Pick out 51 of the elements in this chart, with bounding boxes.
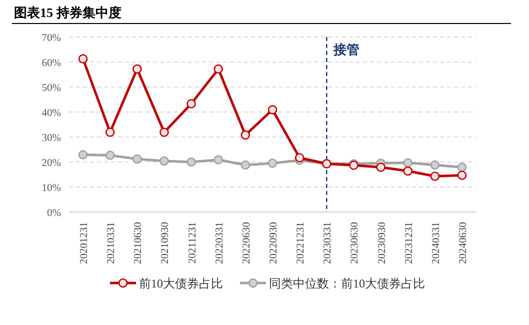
x-tick-label: 20230930	[376, 222, 388, 264]
point	[160, 128, 169, 137]
y-tick-label: 70%	[42, 33, 62, 44]
y-tick-label: 60%	[42, 58, 62, 69]
x-tick-label: 20220331	[214, 222, 226, 264]
point	[186, 99, 196, 108]
x-tick-label: 20240630	[458, 222, 469, 264]
x-tick-label: 20220930	[268, 222, 280, 264]
point	[214, 64, 224, 74]
legend-label: 同类中位数：前10大债券占比	[269, 276, 425, 290]
point	[240, 160, 250, 170]
legend-label: 前10大债券占比	[139, 276, 223, 290]
x-tick-label: 20231231	[404, 222, 415, 264]
point	[268, 158, 278, 168]
point	[132, 154, 142, 164]
point	[403, 166, 413, 176]
x-tick-label: 20230331	[322, 222, 334, 264]
y-tick-label: 0%	[47, 208, 62, 219]
point	[78, 150, 88, 160]
x-tick-label: 20230630	[350, 222, 361, 264]
point	[78, 54, 88, 64]
x-tick-label: 20211231	[187, 222, 198, 264]
y-tick-label: 20%	[42, 158, 62, 169]
y-tick-label: 50%	[42, 83, 62, 94]
y-tick-label: 30%	[42, 133, 62, 144]
x-tick-label: 20210331	[106, 222, 118, 264]
point	[160, 156, 169, 166]
point	[186, 157, 196, 167]
point	[105, 128, 115, 137]
point	[457, 170, 467, 180]
x-tick-label: 20221231	[296, 222, 307, 264]
y-tick-label: 40%	[42, 108, 62, 119]
x-tick-label: 20210630	[133, 222, 144, 264]
point	[430, 160, 440, 170]
point	[214, 155, 224, 164]
x-tick-label: 20201231	[79, 222, 90, 264]
ref-line-label: 接管	[332, 42, 360, 57]
point	[403, 158, 413, 168]
chart-title: 图表15 持券集中度	[14, 5, 122, 20]
point	[132, 64, 142, 74]
point	[268, 105, 278, 114]
x-tick-label: 20220630	[241, 222, 252, 264]
point	[294, 153, 304, 162]
point	[457, 162, 467, 172]
y-tick-label: 10%	[42, 183, 62, 194]
point	[105, 150, 115, 160]
x-tick-label: 20240331	[430, 222, 442, 264]
point	[376, 162, 386, 172]
x-tick-label: 20210930	[160, 222, 172, 264]
point	[240, 130, 250, 140]
point	[430, 172, 440, 181]
